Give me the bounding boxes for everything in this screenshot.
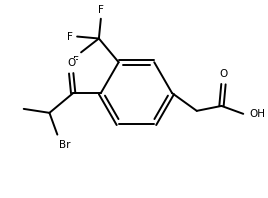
Text: O: O — [219, 69, 228, 79]
Text: O: O — [67, 58, 75, 68]
Text: Br: Br — [59, 140, 71, 149]
Text: F: F — [67, 31, 73, 42]
Text: F: F — [98, 5, 104, 15]
Text: F: F — [73, 56, 79, 66]
Text: OH: OH — [249, 109, 265, 119]
